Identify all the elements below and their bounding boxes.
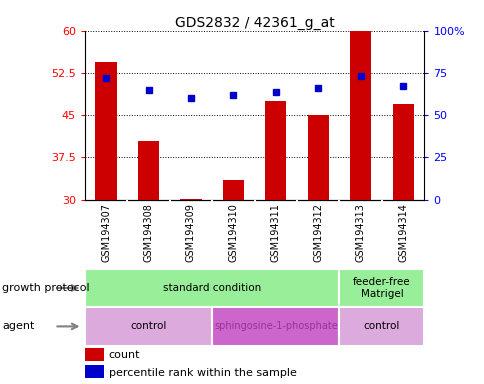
Bar xyxy=(265,101,286,200)
Text: GSM194312: GSM194312 xyxy=(313,203,323,262)
Bar xyxy=(339,269,424,307)
Bar xyxy=(339,307,424,346)
Text: standard condition: standard condition xyxy=(163,283,261,293)
Text: GSM194307: GSM194307 xyxy=(101,203,111,262)
Bar xyxy=(85,269,339,307)
Bar xyxy=(85,365,104,378)
Text: control: control xyxy=(130,321,166,331)
Bar xyxy=(307,115,328,200)
Bar xyxy=(392,104,413,200)
Text: agent: agent xyxy=(2,321,35,331)
Text: growth protocol: growth protocol xyxy=(2,283,90,293)
Bar xyxy=(180,199,201,200)
Text: percentile rank within the sample: percentile rank within the sample xyxy=(108,367,296,377)
Text: GSM194309: GSM194309 xyxy=(185,203,196,262)
Text: control: control xyxy=(363,321,399,331)
Bar xyxy=(95,62,117,200)
Title: GDS2832 / 42361_g_at: GDS2832 / 42361_g_at xyxy=(174,16,334,30)
Text: GSM194314: GSM194314 xyxy=(397,203,408,262)
Bar xyxy=(85,348,104,361)
Text: sphingosine-1-phosphate: sphingosine-1-phosphate xyxy=(213,321,337,331)
Text: feeder-free
Matrigel: feeder-free Matrigel xyxy=(352,277,410,299)
Bar xyxy=(85,307,212,346)
Bar xyxy=(222,180,243,200)
Text: GSM194310: GSM194310 xyxy=(228,203,238,262)
Bar xyxy=(349,31,371,200)
Text: GSM194308: GSM194308 xyxy=(143,203,153,262)
Bar xyxy=(212,307,339,346)
Text: GSM194313: GSM194313 xyxy=(355,203,365,262)
Text: GSM194311: GSM194311 xyxy=(270,203,280,262)
Bar xyxy=(137,141,159,200)
Text: count: count xyxy=(108,350,140,360)
